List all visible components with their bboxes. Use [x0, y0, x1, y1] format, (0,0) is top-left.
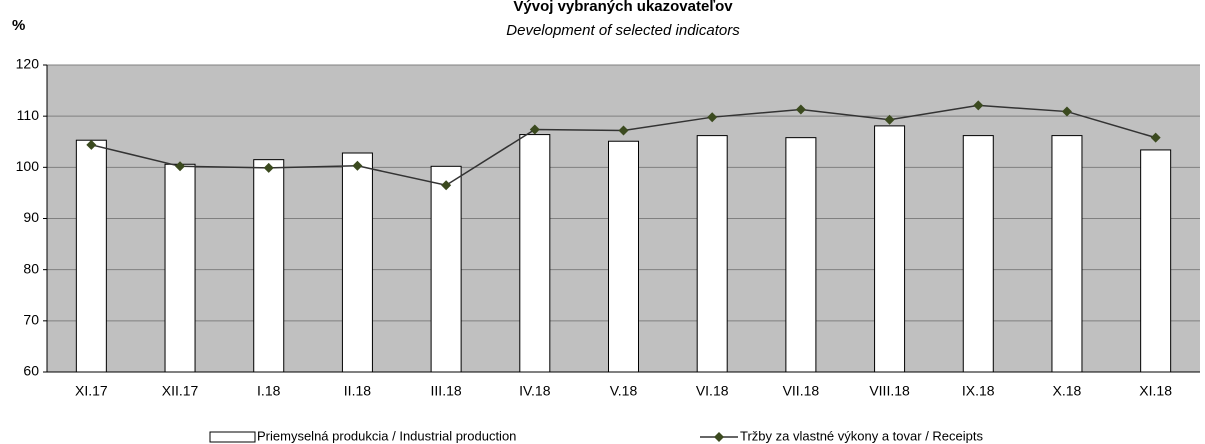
x-tick-label: XI.17 [75, 383, 108, 399]
x-tick-label: IV.18 [519, 383, 551, 399]
marker [175, 161, 186, 172]
x-tick-label: XI.18 [1139, 383, 1172, 399]
x-tick-label: V.18 [610, 383, 638, 399]
bar [962, 135, 994, 373]
marker [1061, 106, 1072, 117]
legend-marker [714, 432, 724, 442]
chart-subtitle: Development of selected indicators [506, 22, 740, 39]
bar [519, 134, 551, 373]
y-axis-label: % [12, 17, 25, 34]
marker [884, 114, 895, 125]
x-tick-label: X.18 [1053, 383, 1082, 399]
bar [341, 152, 373, 373]
bar [785, 137, 817, 373]
y-tick-label: 70 [23, 312, 39, 328]
bar [430, 165, 462, 373]
marker [707, 112, 718, 123]
bar [874, 125, 906, 373]
y-tick-label: 60 [23, 363, 39, 379]
marker [973, 100, 984, 111]
legend-label: Priemyselná produkcia / Industrial produ… [257, 428, 516, 443]
marker [352, 160, 363, 171]
y-tick-label: 120 [16, 56, 40, 72]
marker [1150, 132, 1161, 143]
x-tick-label: VII.18 [783, 383, 820, 399]
legend-swatch [209, 431, 256, 443]
marker [618, 125, 629, 136]
bar [608, 140, 639, 373]
x-tick-label: I.18 [257, 383, 281, 399]
bar [1051, 135, 1083, 373]
bar [164, 163, 196, 373]
bar [75, 139, 107, 373]
legend-label: Tržby za vlastné výkony a tovar / Receip… [740, 428, 984, 443]
y-tick-label: 90 [23, 209, 39, 225]
marker [263, 162, 274, 173]
bar [696, 135, 728, 373]
x-tick-label: VIII.18 [869, 383, 910, 399]
marker [86, 139, 97, 150]
x-tick-label: III.18 [431, 383, 462, 399]
chart-title: Vývoj vybraných ukazovateľov [513, 0, 733, 15]
bar [1140, 149, 1172, 373]
marker [529, 124, 540, 135]
y-tick-label: 100 [16, 158, 40, 174]
bar [253, 159, 285, 373]
marker [441, 180, 452, 191]
x-tick-label: VI.18 [696, 383, 729, 399]
y-tick-label: 110 [17, 107, 40, 123]
x-tick-label: XII.17 [162, 383, 199, 399]
y-tick-label: 80 [23, 260, 39, 276]
x-tick-label: IX.18 [962, 383, 995, 399]
x-tick-label: II.18 [344, 383, 371, 399]
marker [795, 104, 806, 115]
